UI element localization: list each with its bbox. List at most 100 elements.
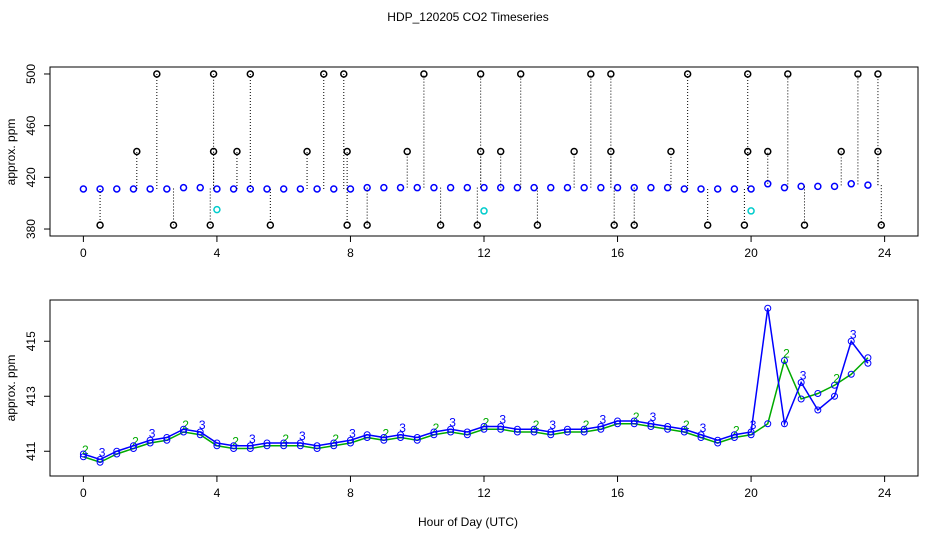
x-tick-label: 20 [744, 486, 758, 500]
data-point [403, 147, 411, 156]
data-point [266, 221, 275, 229]
data-point [831, 392, 839, 400]
data-point [663, 183, 672, 192]
data-point [209, 147, 218, 156]
data-point [113, 447, 121, 455]
point-label: 2 [282, 432, 289, 446]
data-point [113, 185, 121, 193]
x-tick-label: 8 [347, 246, 354, 260]
data-point [146, 436, 154, 444]
x-tick-label: 4 [214, 246, 221, 260]
data-point [463, 428, 471, 436]
data-point [730, 185, 739, 193]
data-point [797, 395, 805, 403]
point-label: 3 [800, 369, 807, 383]
point-label: 2 [483, 415, 490, 429]
data-point [847, 337, 855, 345]
data-point [814, 390, 822, 397]
data-point [180, 425, 188, 433]
data-point [413, 183, 421, 192]
data-point [313, 442, 321, 450]
data-point [607, 70, 615, 78]
data-point [683, 70, 692, 78]
data-point [797, 379, 805, 386]
data-point [580, 183, 588, 192]
data-point [563, 183, 572, 192]
y-tick-label: 415 [24, 331, 38, 351]
data-point [463, 183, 472, 192]
data-point [814, 182, 822, 191]
point-label: 3 [499, 413, 506, 427]
y-tick-label: 500 [24, 64, 38, 84]
data-point [780, 420, 788, 428]
point-label: 2 [533, 418, 540, 432]
data-point [163, 434, 171, 441]
data-point [747, 185, 755, 193]
y-tick-label: 420 [24, 167, 38, 187]
data-point [837, 147, 845, 156]
x-tick-label: 0 [80, 246, 87, 260]
data-point [420, 70, 428, 78]
data-point [513, 425, 521, 433]
data-point [664, 423, 672, 430]
data-point [743, 70, 752, 78]
y-tick-label: 411 [24, 441, 38, 460]
data-point [473, 221, 482, 229]
data-point [847, 180, 855, 188]
point-label: 2 [683, 418, 690, 432]
x-tick-label: 4 [214, 486, 221, 500]
point-label: 3 [99, 446, 106, 460]
data-point [196, 428, 204, 436]
data-point [430, 428, 438, 436]
data-point [613, 183, 622, 192]
data-point [233, 147, 241, 156]
x-axis-label: Hour of Day (UTC) [418, 515, 518, 529]
data-point [697, 431, 705, 439]
data-point [747, 428, 755, 436]
point-label: 2 [82, 443, 89, 457]
data-point [213, 205, 221, 214]
data-point [209, 70, 218, 78]
data-point [303, 147, 311, 156]
data-point [874, 147, 882, 156]
data-point [797, 182, 805, 191]
data-point [784, 70, 792, 78]
data-point [380, 434, 388, 441]
data-point [764, 147, 772, 156]
data-point [146, 185, 154, 193]
data-point [740, 221, 749, 229]
x-tick-label: 12 [477, 246, 491, 260]
data-point [877, 221, 886, 229]
data-point [847, 370, 855, 378]
data-point [516, 70, 525, 78]
data-point [129, 442, 137, 450]
data-point [714, 436, 722, 444]
point-label: 3 [449, 415, 456, 429]
plot-frame [49, 299, 919, 477]
data-point [697, 185, 705, 193]
data-point [133, 147, 141, 156]
data-point [874, 70, 882, 78]
x-tick-label: 24 [878, 486, 892, 500]
data-point [430, 183, 438, 192]
data-point [547, 428, 555, 436]
point-label: 3 [199, 418, 206, 432]
data-point [533, 221, 542, 229]
data-point [213, 439, 221, 447]
data-point [313, 185, 321, 193]
point-label: 2 [433, 421, 440, 435]
data-point [343, 221, 351, 229]
series-line [83, 308, 869, 461]
point-label: 2 [733, 424, 740, 438]
point-label: 3 [750, 418, 757, 432]
data-point [570, 147, 578, 156]
x-tick-label: 24 [878, 246, 892, 260]
x-tick-label: 8 [347, 486, 354, 500]
data-point [320, 70, 328, 78]
data-point [764, 420, 772, 428]
data-point [530, 425, 538, 433]
data-point [413, 434, 421, 441]
data-point [703, 221, 712, 229]
series-line [83, 357, 869, 464]
